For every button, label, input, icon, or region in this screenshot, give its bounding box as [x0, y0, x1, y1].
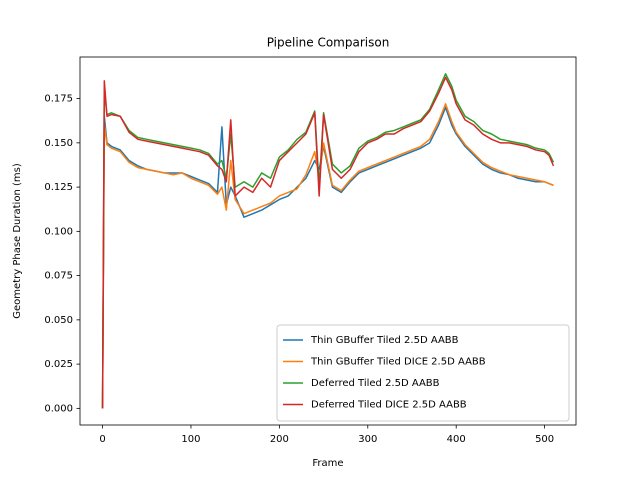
x-tick-label: 200 [270, 434, 289, 445]
legend-label: Deferred Tiled DICE 2.5D AABB [311, 400, 467, 411]
x-tick-label: 300 [358, 434, 377, 445]
y-tick-label: 0.025 [44, 359, 73, 370]
legend-label: Thin GBuffer Tiled DICE 2.5D AABB [310, 357, 486, 368]
y-tick-label: 0.175 [44, 94, 73, 105]
legend-label: Deferred Tiled 2.5D AABB [311, 378, 440, 389]
plot-frame [79, 56, 577, 426]
x-tick-label: 400 [447, 434, 466, 445]
legend-label: Thin GBuffer Tiled 2.5D AABB [310, 335, 459, 346]
y-tick-label: 0.125 [44, 182, 73, 193]
y-tick-label: 0.075 [44, 271, 73, 282]
legend-box [276, 324, 570, 422]
chart-title: Pipeline Comparison [267, 36, 390, 50]
y-tick-label: 0.100 [44, 226, 73, 237]
y-tick-label: 0.050 [44, 315, 73, 326]
x-tick-label: 500 [535, 434, 554, 445]
y-tick-label: 0.150 [44, 138, 73, 149]
y-tick-label: 0.000 [44, 403, 73, 414]
x-axis-label: Frame [312, 458, 343, 469]
y-axis-label: Geometry Phase Duration (ms) [12, 163, 23, 319]
line-series [101, 76, 555, 409]
x-tick-label: 100 [181, 434, 200, 445]
x-tick-label: 0 [99, 434, 105, 445]
line-series [101, 106, 554, 409]
